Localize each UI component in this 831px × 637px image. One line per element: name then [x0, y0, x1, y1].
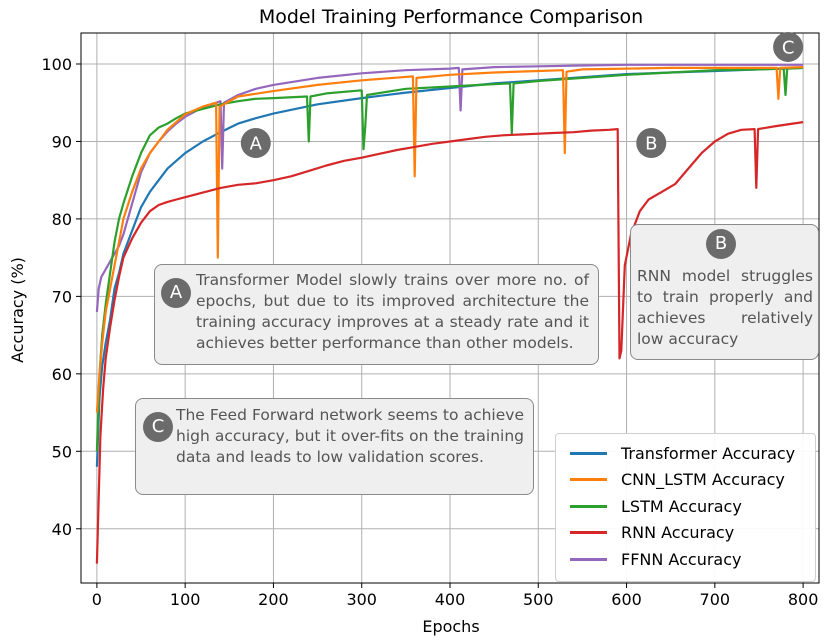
x-tick-label: 800	[788, 590, 819, 609]
x-axis-label: Epochs	[422, 617, 479, 636]
legend-item-cnn-lstm: CNN_LSTM Accuracy	[570, 467, 815, 494]
series-group	[95, 63, 804, 564]
annotation-marker-label: B	[645, 134, 657, 155]
annotation-marker-b	[636, 128, 667, 158]
legend-label: Transformer Accuracy	[621, 443, 796, 463]
annotation-marker-label: A	[250, 134, 263, 155]
legend-label: FFNN Accuracy	[621, 549, 742, 569]
y-tick-label: 50	[52, 442, 72, 461]
annotation-markers: A B C	[240, 31, 804, 158]
legend-item-ffnn: FFNN Accuracy	[570, 546, 815, 573]
x-tick-label: 600	[611, 590, 642, 609]
series-line-lstm-accuracy	[95, 66, 804, 452]
annotation-marker-label: C	[782, 37, 795, 58]
x-tick-label: 300	[346, 590, 377, 609]
y-tick-label: 100	[41, 55, 72, 74]
y-tick-label: 80	[52, 210, 72, 229]
axis-ticks: 0 100 200 300 400 500 600 700 800 40 50 60 70 80 90 100	[41, 55, 818, 609]
y-tick-label: 40	[52, 520, 72, 539]
note-a-text: Transformer Model slowly trains over mor…	[196, 271, 589, 352]
legend-swatch	[570, 451, 607, 455]
series-line-rnn-accuracy	[95, 121, 804, 564]
legend-swatch	[570, 478, 607, 482]
legend-swatch	[570, 557, 607, 561]
annotation-note-a: A Transformer Model slowly trains over m…	[154, 264, 599, 365]
note-b-badge: B	[706, 229, 736, 259]
note-a-badge: A	[161, 278, 191, 308]
annotation-marker-a	[240, 128, 271, 158]
y-axis-label: Accuracy (%)	[8, 257, 27, 363]
legend-item-lstm: LSTM Accuracy	[570, 493, 815, 520]
legend-item-transformer: Transformer Accuracy	[570, 440, 815, 467]
legend-label: CNN_LSTM Accuracy	[621, 470, 785, 490]
note-b-text: RNN model struggles to train properly an…	[637, 267, 813, 348]
x-tick-label: 200	[258, 590, 289, 609]
y-tick-label: 90	[52, 132, 72, 151]
y-tick-label: 60	[52, 365, 72, 384]
x-tick-label: 400	[435, 590, 466, 609]
note-c-text: The Feed Forward network seems to achiev…	[176, 406, 524, 466]
chart-title: Model Training Performance Comparison	[259, 6, 643, 28]
x-tick-label: 500	[523, 590, 554, 609]
annotation-marker-c	[773, 31, 804, 62]
legend: Transformer Accuracy CNN_LSTM Accuracy L…	[555, 433, 816, 582]
legend-swatch	[570, 504, 607, 508]
y-tick-label: 70	[52, 287, 72, 306]
legend-swatch	[570, 531, 607, 535]
legend-label: RNN Accuracy	[621, 523, 735, 543]
legend-item-rnn: RNN Accuracy	[570, 520, 815, 547]
legend-label: LSTM Accuracy	[621, 496, 742, 516]
x-tick-label: 0	[92, 590, 102, 609]
x-tick-label: 700	[700, 590, 731, 609]
annotation-note-c: C The Feed Forward network seems to achi…	[135, 398, 534, 495]
x-tick-label: 100	[170, 590, 201, 609]
series-line-cnn-lstm-accuracy	[95, 66, 804, 413]
note-c-badge: C	[143, 412, 173, 442]
annotation-note-b: B RNN model struggles to train properly …	[630, 224, 819, 360]
